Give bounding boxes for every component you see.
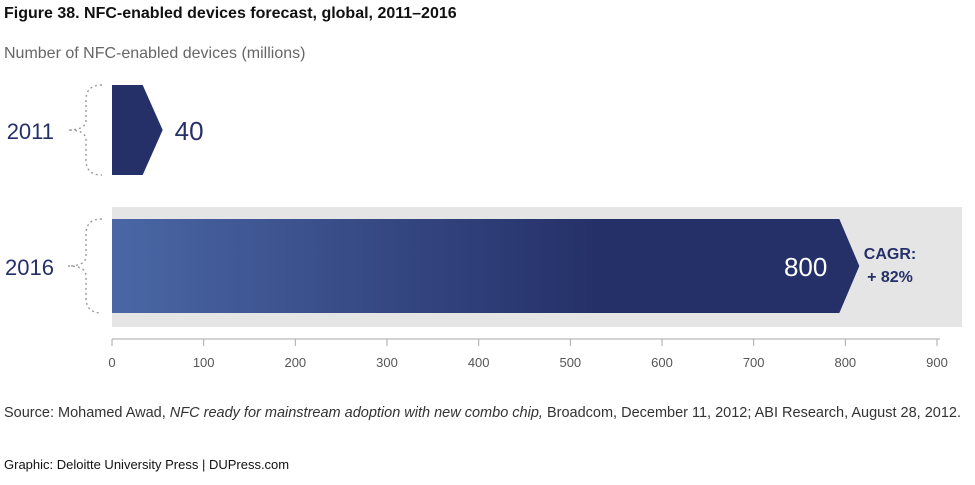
bar-2011 [112,85,163,175]
cagr-value: + 82% [867,269,913,286]
x-tick-label-800: 800 [834,355,856,370]
brace-2016 [67,218,103,314]
x-tick-label-0: 0 [108,355,115,370]
x-tick-label-700: 700 [743,355,765,370]
graphic-credit: Graphic: Deloitte University Press | DUP… [4,457,290,472]
category-label-2016: 2016 [5,255,54,280]
x-tick-label-500: 500 [559,355,581,370]
x-tick-label-200: 200 [284,355,306,370]
x-tick-label-900: 900 [926,355,948,370]
x-tick-label-600: 600 [651,355,673,370]
bar-chart: 2011 2016 40 800 CAGR: + 82% 0 100 200 300 400 500 6… [5,84,962,370]
source-prefix: Source: Mohamed Awad, [4,405,170,421]
category-label-2011: 2011 [7,119,54,144]
cagr-label: CAGR: [864,246,916,263]
value-label-2011: 40 [175,116,204,146]
source-suffix: Broadcom, December 11, 2012; ABI Researc… [542,405,961,421]
chart-title: Figure 38. NFC-enabled devices forecast,… [4,5,457,22]
x-tick-label-100: 100 [193,355,215,370]
chart-subtitle: Number of NFC-enabled devices (millions) [4,45,306,62]
brace-2011 [67,84,103,176]
x-tick-label-300: 300 [376,355,398,370]
x-tick-label-400: 400 [468,355,490,370]
bar-2016 [112,219,860,313]
source-article-title: NFC ready for mainstream adoption with n… [169,405,543,421]
source-note: Source: Mohamed Awad, NFC ready for main… [4,402,964,424]
value-label-2016: 800 [784,252,827,282]
